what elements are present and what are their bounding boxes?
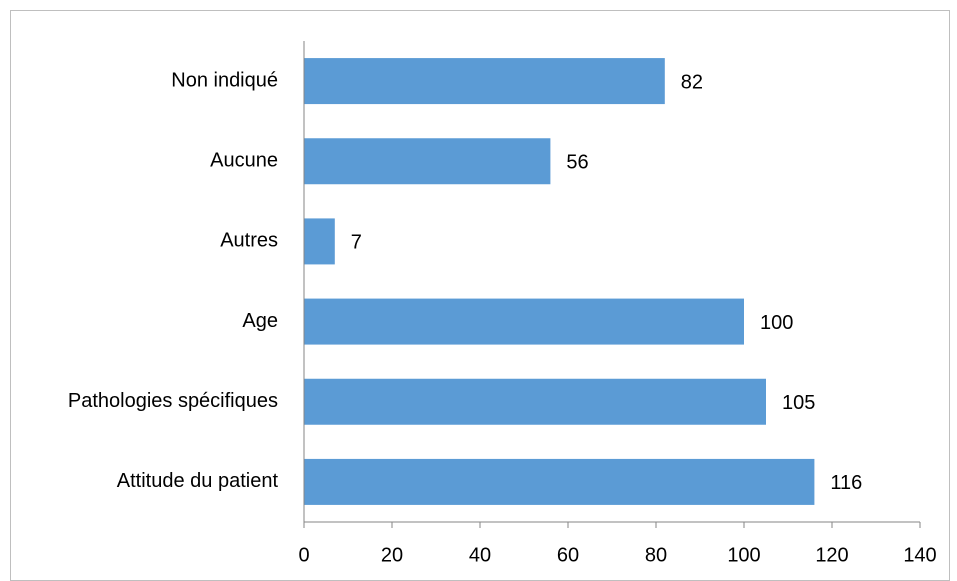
bar: [304, 378, 766, 425]
bar: [304, 458, 815, 505]
y-tick-label: Aucune: [210, 150, 278, 172]
y-tick-label: Pathologies spécifiques: [68, 390, 278, 412]
y-tick-label: Non indiqué: [171, 69, 278, 91]
bar: [304, 298, 744, 345]
x-tick-label: 0: [298, 544, 309, 566]
data-label: 105: [782, 392, 815, 414]
data-label: 82: [681, 71, 703, 93]
x-tick-label: 100: [727, 544, 760, 566]
x-tick-label: 140: [903, 544, 936, 566]
data-label: 100: [760, 312, 793, 334]
bar: [304, 218, 335, 265]
data-label: 116: [830, 472, 862, 494]
x-tick-label: 60: [557, 544, 579, 566]
x-tick-label: 20: [381, 544, 403, 566]
y-tick-label: Attitude du patient: [117, 470, 279, 492]
bar: [304, 58, 665, 105]
data-label: 7: [351, 232, 362, 254]
y-tick-label: Age: [242, 310, 278, 332]
x-tick-label: 120: [815, 544, 848, 566]
data-label: 56: [566, 152, 588, 174]
x-tick-label: 80: [645, 544, 667, 566]
bar: [304, 138, 551, 185]
y-tick-label: Autres: [220, 230, 278, 252]
x-tick-label: 40: [469, 544, 491, 566]
